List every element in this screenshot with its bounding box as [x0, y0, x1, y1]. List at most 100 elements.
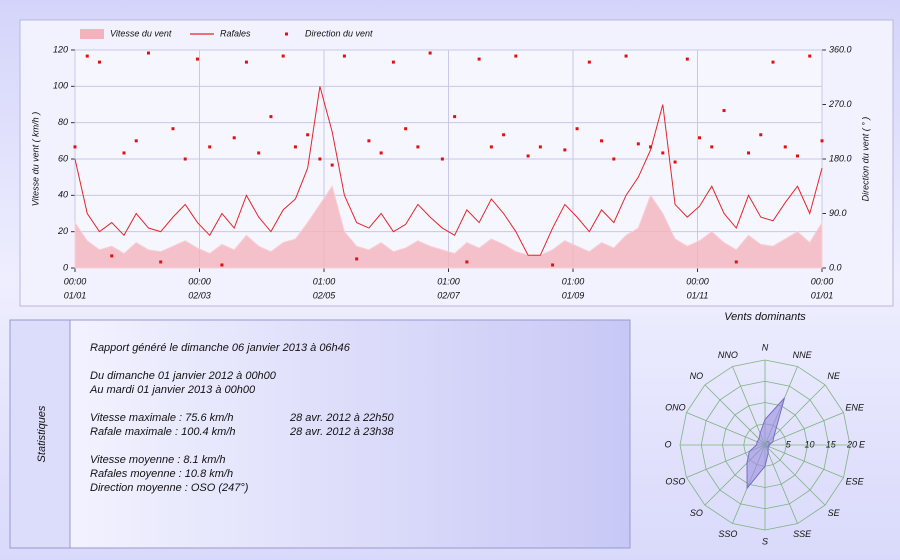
x-tick-label: 02/05 [313, 290, 337, 300]
direction-point [245, 61, 248, 64]
legend-swatch [285, 33, 288, 36]
direction-point [86, 55, 89, 58]
direction-point [563, 148, 566, 151]
direction-point [710, 145, 713, 148]
rose-direction: SSE [793, 529, 812, 539]
direction-point [392, 61, 395, 64]
rose-direction: E [859, 439, 866, 449]
direction-point [318, 158, 321, 161]
direction-point [772, 61, 775, 64]
legend-label: Rafales [220, 28, 251, 38]
direction-point [380, 151, 383, 154]
rose-title: Vents dominants [724, 311, 806, 323]
direction-point [661, 151, 664, 154]
direction-point [343, 55, 346, 58]
direction-point [196, 58, 199, 61]
direction-point [514, 55, 517, 58]
direction-point [784, 145, 787, 148]
direction-point [147, 52, 150, 55]
y-tick-label: 120 [53, 44, 68, 54]
direction-point [686, 58, 689, 61]
rose-spoke [705, 385, 765, 445]
direction-point [821, 139, 824, 142]
direction-point [539, 145, 542, 148]
direction-point [637, 142, 640, 145]
direction-point [759, 133, 762, 136]
y2-axis-title: Direction du vent ( ° ) [860, 117, 870, 202]
direction-point [649, 145, 652, 148]
y-tick-label: 60 [58, 153, 68, 163]
direction-point [527, 154, 530, 157]
direction-point [490, 145, 493, 148]
report-average: Rafales moyenne : 10.8 km/h [90, 468, 233, 480]
x-tick-label: 00:00 [811, 276, 834, 286]
legend-label: Direction du vent [305, 28, 373, 38]
rose-spoke [765, 445, 825, 505]
r-tick-label: 15 [826, 439, 837, 449]
y-tick-label: 20 [57, 226, 68, 236]
direction-point [135, 139, 138, 142]
direction-point [429, 52, 432, 55]
direction-point [355, 257, 358, 260]
x-tick-label: 00:00 [188, 276, 211, 286]
direction-point [612, 158, 615, 161]
direction-point [478, 58, 481, 61]
direction-point [306, 133, 309, 136]
rose-direction: NO [690, 371, 704, 381]
rose-direction: S [762, 536, 768, 546]
direction-point [208, 145, 211, 148]
r-tick-label: 10 [804, 439, 814, 449]
report-average: Vitesse moyenne : 8.1 km/h [90, 454, 226, 466]
rose-direction: SSO [718, 529, 737, 539]
x-tick-label: 01:00 [562, 276, 585, 286]
direction-point [122, 151, 125, 154]
x-tick-label: 01:00 [437, 276, 460, 286]
rose-direction: SE [828, 508, 841, 518]
direction-point [674, 161, 677, 164]
direction-point [294, 145, 297, 148]
x-tick-label: 02/07 [437, 290, 461, 300]
direction-point [416, 145, 419, 148]
direction-point [171, 127, 174, 130]
rose-direction: ENE [845, 402, 865, 412]
direction-point [747, 151, 750, 154]
x-tick-label: 00:00 [64, 276, 87, 286]
legend-label: Vitesse du vent [110, 28, 172, 38]
direction-point [159, 260, 162, 263]
direction-point [367, 139, 370, 142]
r-tick-label: 5 [786, 439, 792, 449]
y2-tick-label: 90.0 [829, 208, 847, 218]
rose-direction: SO [690, 508, 703, 518]
report-max-date: 28 avr. 2012 à 22h50 [289, 412, 394, 424]
rose-direction: NNO [718, 350, 738, 360]
direction-point [220, 263, 223, 266]
report-max: Vitesse maximale : 75.6 km/h [90, 412, 233, 424]
rose-direction: ONO [665, 402, 686, 412]
y-axis-title: Vitesse du vent ( km/h ) [30, 112, 40, 206]
y2-tick-label: 270.0 [828, 99, 852, 109]
direction-point [184, 158, 187, 161]
direction-point [735, 260, 738, 263]
y-tick-label: 0 [63, 262, 68, 272]
direction-point [257, 151, 260, 154]
rose-direction: N [762, 342, 769, 352]
rose-direction: NNE [793, 350, 813, 360]
report-max: Rafale maximale : 100.4 km/h [90, 426, 236, 438]
direction-point [502, 133, 505, 136]
direction-point [625, 55, 628, 58]
x-tick-label: 01/01 [64, 290, 87, 300]
report-period: Au mardi 01 janvier 2013 à 00h00 [89, 384, 256, 396]
direction-point [465, 260, 468, 263]
direction-point [282, 55, 285, 58]
direction-point [404, 127, 407, 130]
x-tick-label: 01:00 [313, 276, 336, 286]
r-tick-label: 20 [846, 439, 857, 449]
y2-tick-label: 0.0 [829, 262, 842, 272]
x-tick-label: 01/01 [811, 290, 834, 300]
direction-point [576, 127, 579, 130]
direction-point [269, 115, 272, 118]
y2-tick-label: 360.0 [829, 44, 852, 54]
direction-point [698, 136, 701, 139]
rose-direction: O [664, 439, 671, 449]
